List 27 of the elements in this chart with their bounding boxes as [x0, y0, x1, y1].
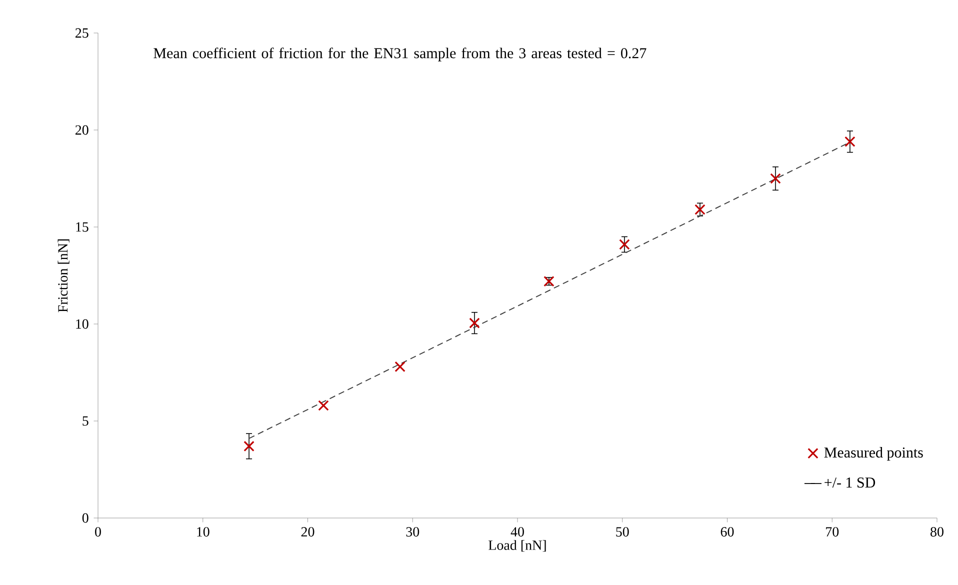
point: [318, 400, 329, 411]
point: [394, 361, 406, 372]
x-tick-label: 80: [930, 527, 944, 537]
point: [469, 318, 480, 328]
y-tick-label: 5: [82, 416, 88, 426]
x-tick-label: 60: [720, 527, 734, 537]
y-tick-label: 0: [82, 513, 88, 523]
y-axis-title: Friction [nN]: [58, 239, 70, 312]
point: [244, 440, 254, 452]
annotation: Mean coefficient of friction for the EN31 sample from the 3 areas tested = 0.27: [154, 48, 646, 62]
annotation: +/- 1 SD: [824, 478, 876, 488]
x-tick-label: 30: [406, 527, 420, 537]
y-tick-label: 10: [76, 319, 88, 329]
x-tick-label: 40: [510, 527, 524, 537]
point: [770, 173, 781, 184]
x-tick-label: 50: [616, 527, 629, 537]
y-tick-label: 15: [76, 222, 88, 232]
y-tick-label: 20: [75, 125, 88, 135]
point: [844, 136, 856, 148]
y-tick-label: 25: [75, 28, 88, 38]
legend-label: Measured points: [824, 447, 923, 461]
x-tick-label: 70: [826, 527, 839, 537]
point: [619, 239, 630, 250]
x-tick-label: 10: [197, 527, 210, 537]
x-axis-title: Load [nN]: [488, 540, 546, 552]
x-tick-label: 0: [95, 527, 101, 537]
x-tick-label: 20: [301, 527, 314, 537]
